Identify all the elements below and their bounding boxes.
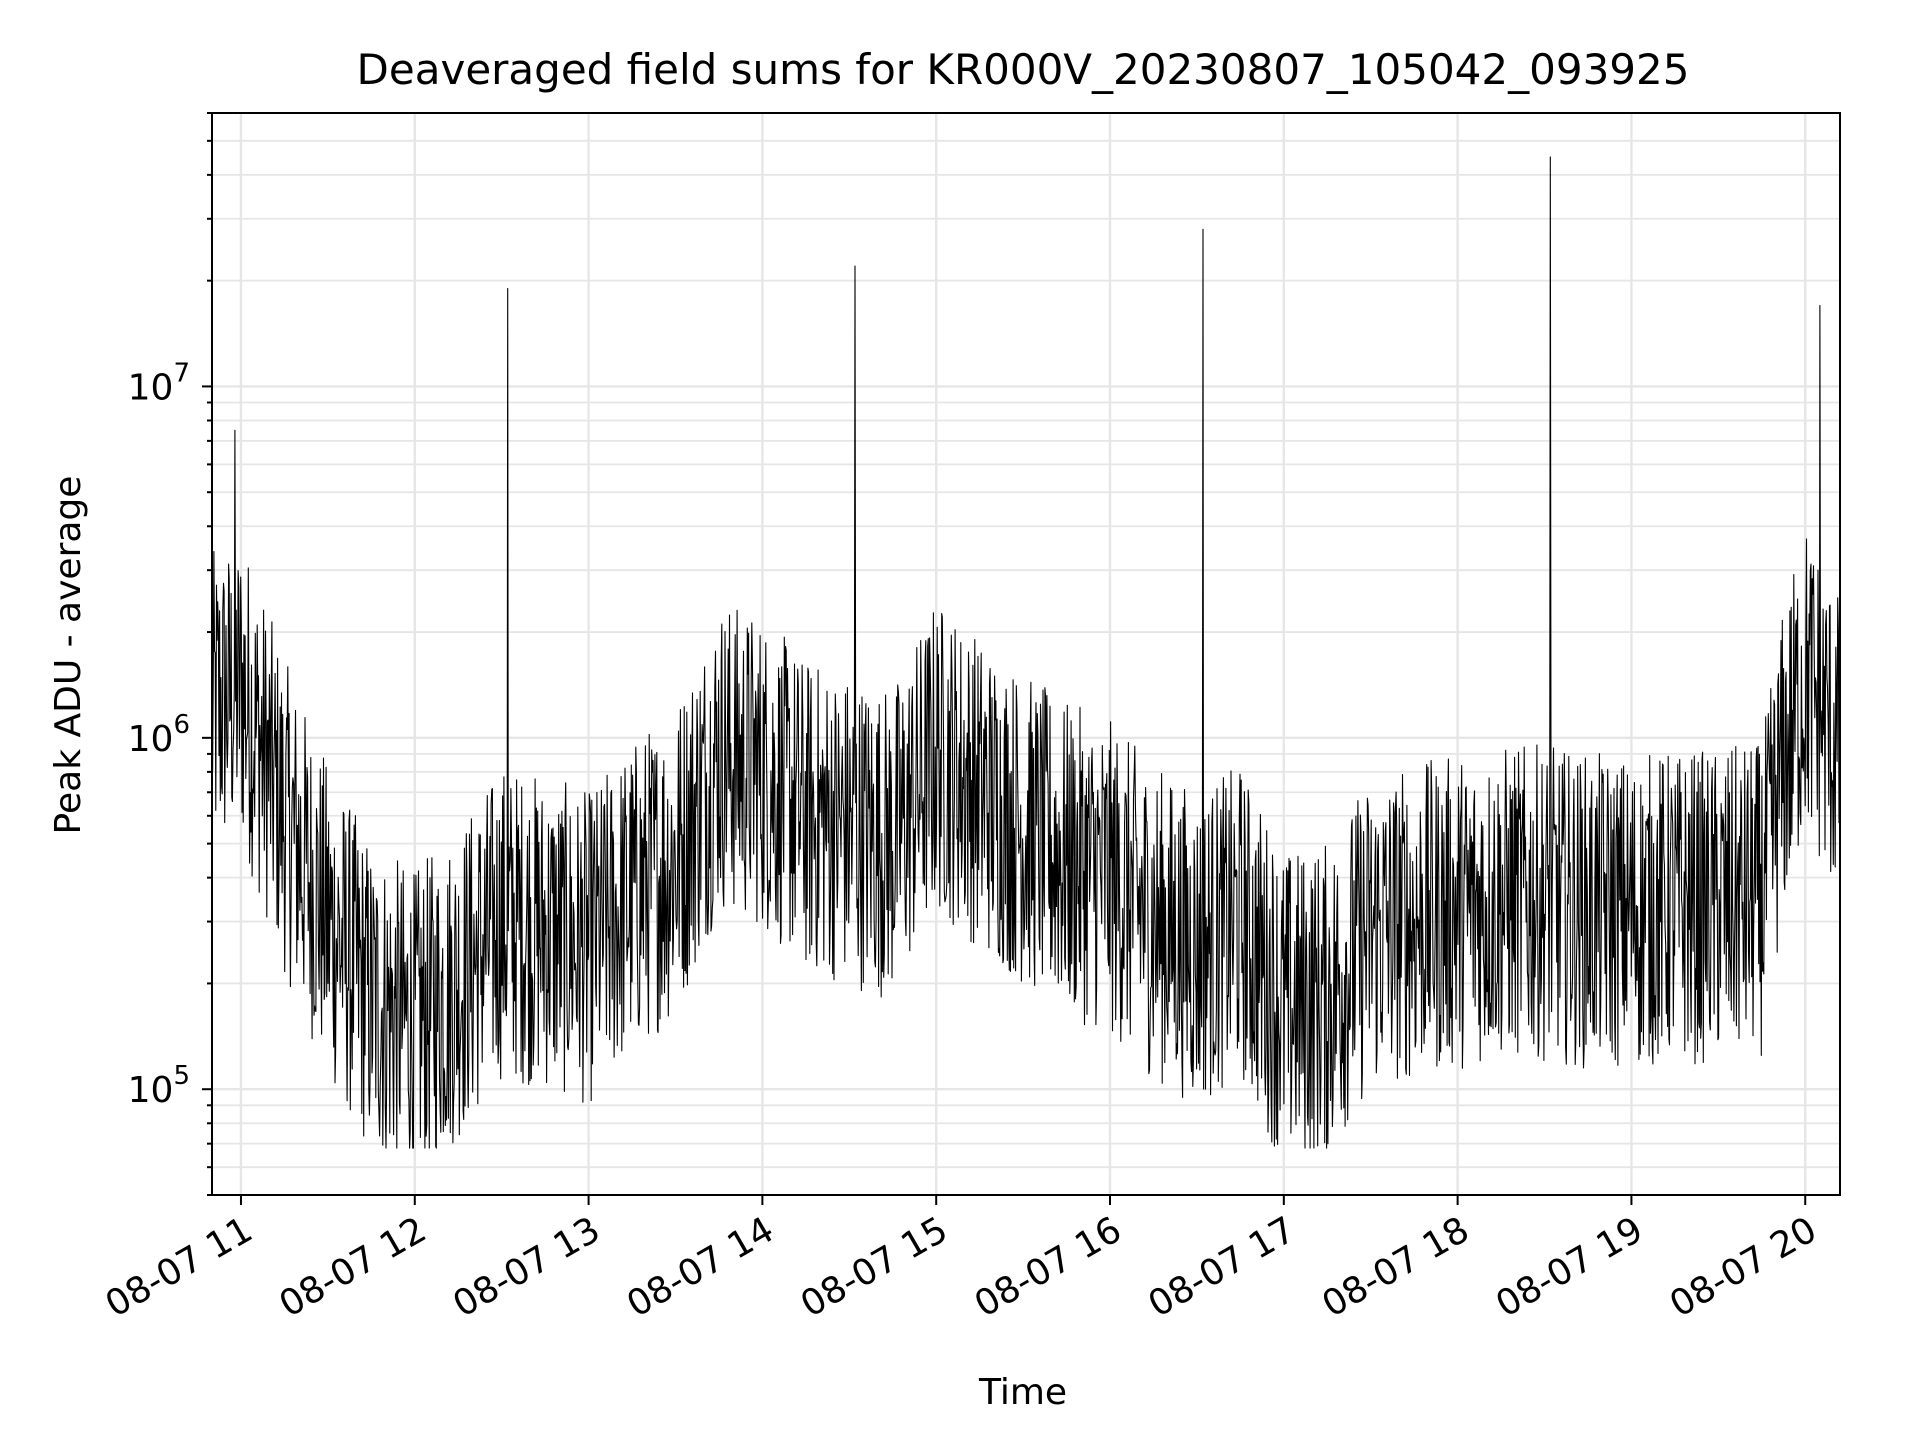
chart-title: Deaveraged field sums for KR000V_2023080… [357,45,1690,94]
y-tick-label-base: 10 [128,1070,174,1111]
y-tick-label-exponent: 6 [173,710,190,740]
y-tick-label: 106 [128,710,190,760]
y-tick-label: 107 [128,358,190,408]
series-layer [211,156,1841,1149]
x-axis-label: Time [978,1372,1067,1413]
y-tick-label-base: 10 [128,719,174,760]
y-tick-label-exponent: 5 [173,1061,190,1091]
y-tick-label: 105 [128,1061,190,1111]
y-axis-label: Peak ADU - average [48,476,89,835]
y-tick-label-base: 10 [128,367,174,408]
series-line [211,156,1841,1149]
y-tick-label-exponent: 7 [173,358,190,388]
axes-frame [211,112,1841,1196]
